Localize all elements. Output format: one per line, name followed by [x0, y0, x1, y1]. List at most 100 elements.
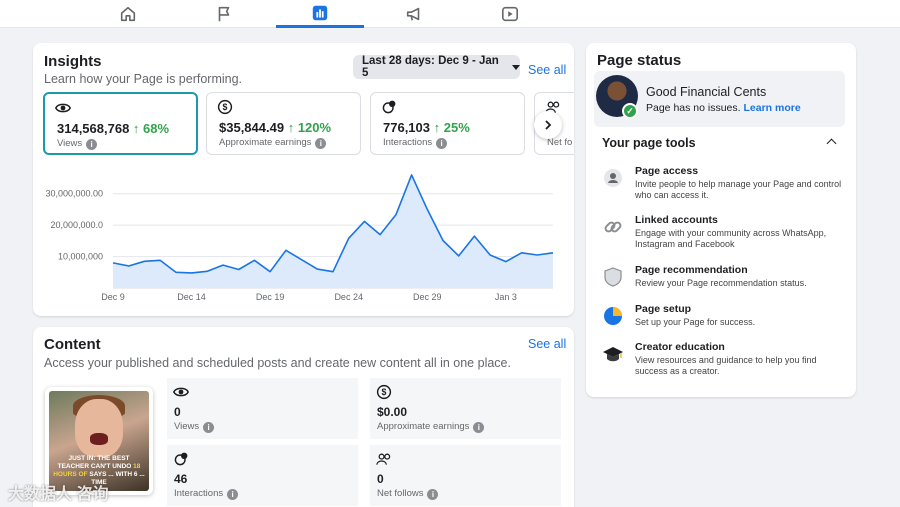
metric-card-interactions[interactable]: 776,103 ↑ 25% Interactions i	[370, 92, 525, 155]
nav-tab-insights[interactable]	[276, 0, 364, 28]
metric-label: Net fo	[547, 137, 573, 148]
stat-label: Approximate earnings	[377, 421, 470, 432]
x-tick-label: Dec 29	[413, 292, 442, 302]
y-tick-label: 30,000,000.00	[45, 189, 103, 199]
x-tick-label: Dec 24	[334, 292, 363, 302]
post-stat-net-follows: 0 Net follows i	[370, 445, 561, 506]
metric-label: Approximate earnings	[219, 137, 312, 148]
tool-title: Linked accounts	[635, 214, 718, 226]
insights-area-chart: 30,000,000.00 20,000,000.0 10,000,000 Dec 9…	[45, 174, 554, 302]
metric-delta: ↑ 120%	[287, 120, 332, 135]
caret-down-icon	[512, 64, 520, 70]
tool-title: Creator education	[635, 341, 725, 353]
link-icon	[604, 221, 622, 233]
insights-see-all-link[interactable]: See all	[528, 63, 567, 77]
page-status-title: Page status	[597, 52, 682, 69]
check-icon: ✓	[622, 103, 638, 119]
stat-label: Interactions	[174, 488, 224, 499]
stat-value: 46	[174, 472, 188, 486]
eye-icon	[173, 387, 189, 397]
insights-subtitle: Learn how your Page is performing.	[44, 72, 243, 86]
tool-title: Page access	[635, 165, 699, 177]
megaphone-icon	[406, 7, 420, 21]
graduation-cap-icon	[603, 347, 623, 362]
next-metric-button[interactable]	[534, 111, 562, 139]
metric-value: $35,844.49	[219, 120, 285, 135]
stat-value: $0.00	[377, 405, 408, 419]
page-access-icon	[604, 169, 622, 187]
tool-description: Review your Page recommendation status.	[635, 278, 807, 288]
page-profile-summary[interactable]: ✓ Good Financial Cents Page has no issue…	[594, 71, 845, 127]
post-stat-interactions: 46 Interactions i	[167, 445, 358, 506]
stat-value: 0	[174, 405, 181, 419]
info-icon[interactable]: i	[315, 138, 327, 149]
content-see-all-link[interactable]: See all	[528, 337, 567, 351]
info-icon[interactable]: i	[203, 422, 215, 433]
tool-description: View resources and guidance to help you …	[635, 355, 817, 376]
dollar-icon: $	[217, 99, 233, 115]
setup-icon	[604, 307, 622, 325]
area-fill	[113, 174, 553, 288]
insights-card: Insights Learn how your Page is performi…	[33, 43, 574, 316]
top-navigation	[0, 0, 900, 28]
info-icon[interactable]: i	[427, 489, 439, 500]
date-range-dropdown[interactable]: Last 28 days: Dec 9 - Jan 5	[353, 55, 520, 79]
metric-label: Interactions	[383, 137, 433, 148]
follows-icon	[376, 453, 391, 465]
post-caption: JUST IN: THE BEST TEACHER CAN'T UNDO 18 …	[53, 455, 145, 486]
svg-text:$: $	[223, 102, 228, 112]
nav-tab-home[interactable]	[84, 0, 172, 28]
post-image-person	[75, 399, 123, 457]
stat-value: 0	[377, 472, 384, 486]
tool-description: Set up your Page for success.	[635, 317, 756, 327]
metric-delta: ↑ 25%	[433, 120, 470, 135]
shield-icon	[604, 267, 622, 287]
info-icon[interactable]: i	[473, 422, 485, 433]
nav-tab-megaphone[interactable]	[370, 0, 458, 28]
info-icon[interactable]: i	[86, 139, 98, 150]
metric-value: 776,103	[383, 120, 430, 135]
insights-title: Insights	[44, 53, 102, 70]
metric-card-earnings[interactable]: $ $35,844.49 ↑ 120% Approximate earnings…	[206, 92, 361, 155]
tool-title: Page setup	[635, 303, 692, 315]
chevron-up-icon[interactable]	[826, 138, 837, 149]
page-status-card: Page status ✓ Good Financial Cents Page …	[586, 43, 856, 397]
x-tick-label: Dec 14	[177, 292, 206, 302]
nav-tab-video[interactable]	[466, 0, 554, 28]
post-stat-earnings: $ $0.00 Approximate earnings i	[370, 378, 561, 439]
y-tick-label: 10,000,000	[58, 252, 103, 262]
nav-tab-flag[interactable]	[180, 0, 268, 28]
metric-label: Views	[57, 138, 83, 149]
post-thumbnail[interactable]: JUST IN: THE BEST TEACHER CAN'T UNDO 18 …	[45, 387, 153, 495]
y-tick-label: 20,000,000.0	[50, 220, 103, 230]
page-tools-title: Your page tools	[602, 136, 696, 150]
date-range-label: Last 28 days: Dec 9 - Jan 5	[362, 55, 499, 79]
learn-more-link[interactable]: Learn more	[743, 102, 801, 114]
interactions-icon	[174, 452, 188, 466]
insights-icon	[312, 5, 328, 20]
x-tick-label: Dec 9	[101, 292, 125, 302]
content-subtitle: Access your published and scheduled post…	[44, 356, 511, 370]
info-icon[interactable]: i	[227, 489, 239, 500]
dollar-icon: $	[376, 384, 392, 400]
chevron-right-icon	[545, 120, 552, 130]
info-icon[interactable]: i	[436, 138, 448, 149]
stat-label: Net follows	[377, 488, 424, 499]
tool-description: Invite people to help manage your Page a…	[635, 179, 842, 200]
svg-text:$: $	[382, 387, 387, 397]
flag-icon	[218, 6, 230, 22]
series-line	[112, 174, 554, 274]
tool-description: Engage with your community across WhatsA…	[635, 228, 827, 249]
home-icon	[120, 6, 136, 22]
page-name: Good Financial Cents	[646, 85, 767, 99]
interactions-icon	[382, 100, 396, 114]
eye-icon	[55, 103, 71, 113]
metric-value: 314,568,768	[57, 121, 130, 136]
content-title: Content	[44, 336, 101, 353]
post-stat-views: 0 Views i	[167, 378, 358, 439]
metric-card-views[interactable]: 314,568,768 ↑ 68% Views i	[43, 92, 198, 155]
stat-label: Views	[174, 421, 200, 432]
x-tick-label: Jan 3	[495, 292, 517, 302]
tool-title: Page recommendation	[635, 264, 748, 276]
watermark: 大数据人 咨询	[8, 486, 109, 503]
